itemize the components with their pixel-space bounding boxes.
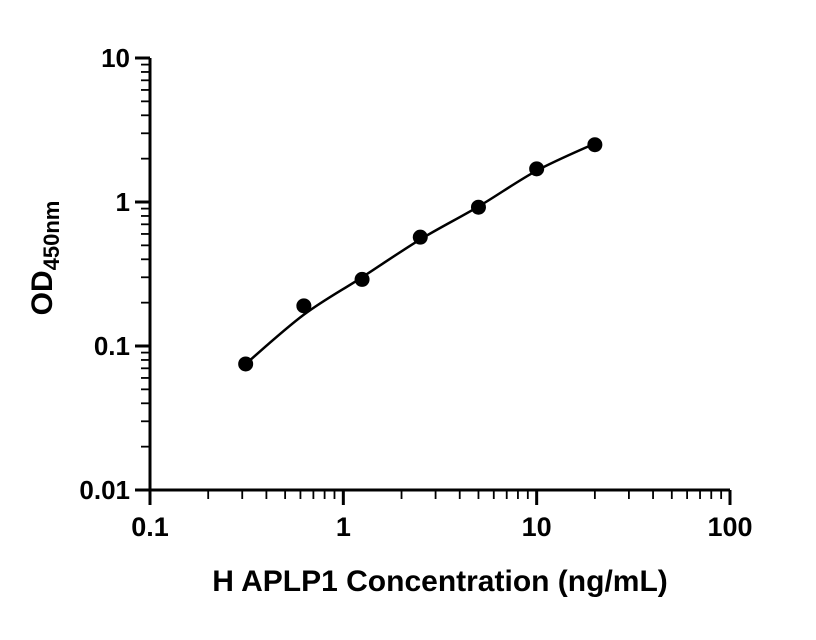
y-tick-label: 0.1: [94, 331, 130, 361]
x-axis-title: H APLP1 Concentration (ng/mL): [212, 565, 668, 598]
y-tick-label: 10: [101, 43, 130, 73]
y-tick-label: 0.01: [79, 475, 130, 505]
y-tick-label: 1: [116, 187, 130, 217]
x-tick-label: 100: [707, 512, 752, 542]
fit-curve-line: [244, 142, 596, 365]
data-point-marker: [238, 356, 254, 372]
data-point-marker: [470, 199, 486, 215]
data-point-marker: [529, 161, 545, 177]
y-axis-title: OD450nm: [26, 201, 64, 316]
y-axis-title-subscript: 450nm: [39, 201, 64, 271]
data-point-marker: [412, 229, 428, 245]
x-tick-label: 0.1: [131, 512, 169, 542]
y-axis-title-main: OD: [26, 270, 59, 315]
axes-line: [148, 58, 730, 492]
data-point-marker: [296, 298, 312, 314]
data-point-marker: [354, 271, 370, 287]
data-point-marker: [587, 137, 603, 153]
x-tick-label: 10: [522, 512, 552, 542]
x-tick-label: 1: [336, 512, 351, 542]
